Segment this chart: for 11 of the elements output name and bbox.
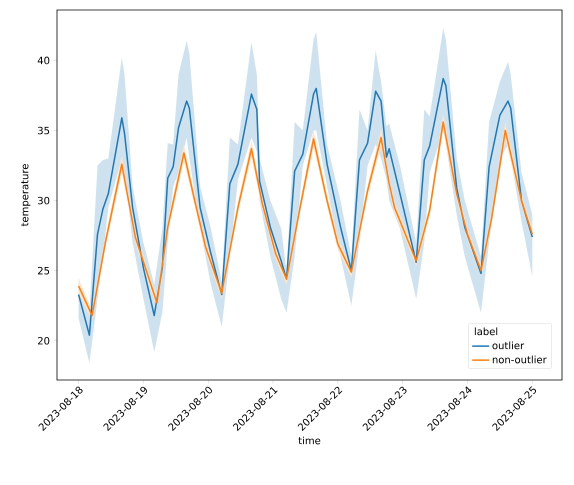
legend-label: non-outlier: [492, 356, 547, 364]
line-series: [78, 78, 534, 336]
legend-label: outlier: [492, 342, 524, 350]
y-tick-label: 40: [38, 56, 50, 64]
y-tick-label: 25: [38, 266, 50, 274]
y-tick-label: 20: [38, 336, 50, 345]
y-tick-label: 35: [38, 126, 50, 134]
y-tick-label: 30: [38, 196, 50, 204]
legend-title: label: [474, 327, 498, 336]
x-axis-title: time: [298, 436, 320, 444]
y-axis-title: temperature: [21, 164, 30, 226]
